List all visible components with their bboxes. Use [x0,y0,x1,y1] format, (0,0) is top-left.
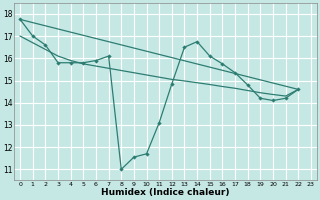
X-axis label: Humidex (Indice chaleur): Humidex (Indice chaleur) [101,188,230,197]
